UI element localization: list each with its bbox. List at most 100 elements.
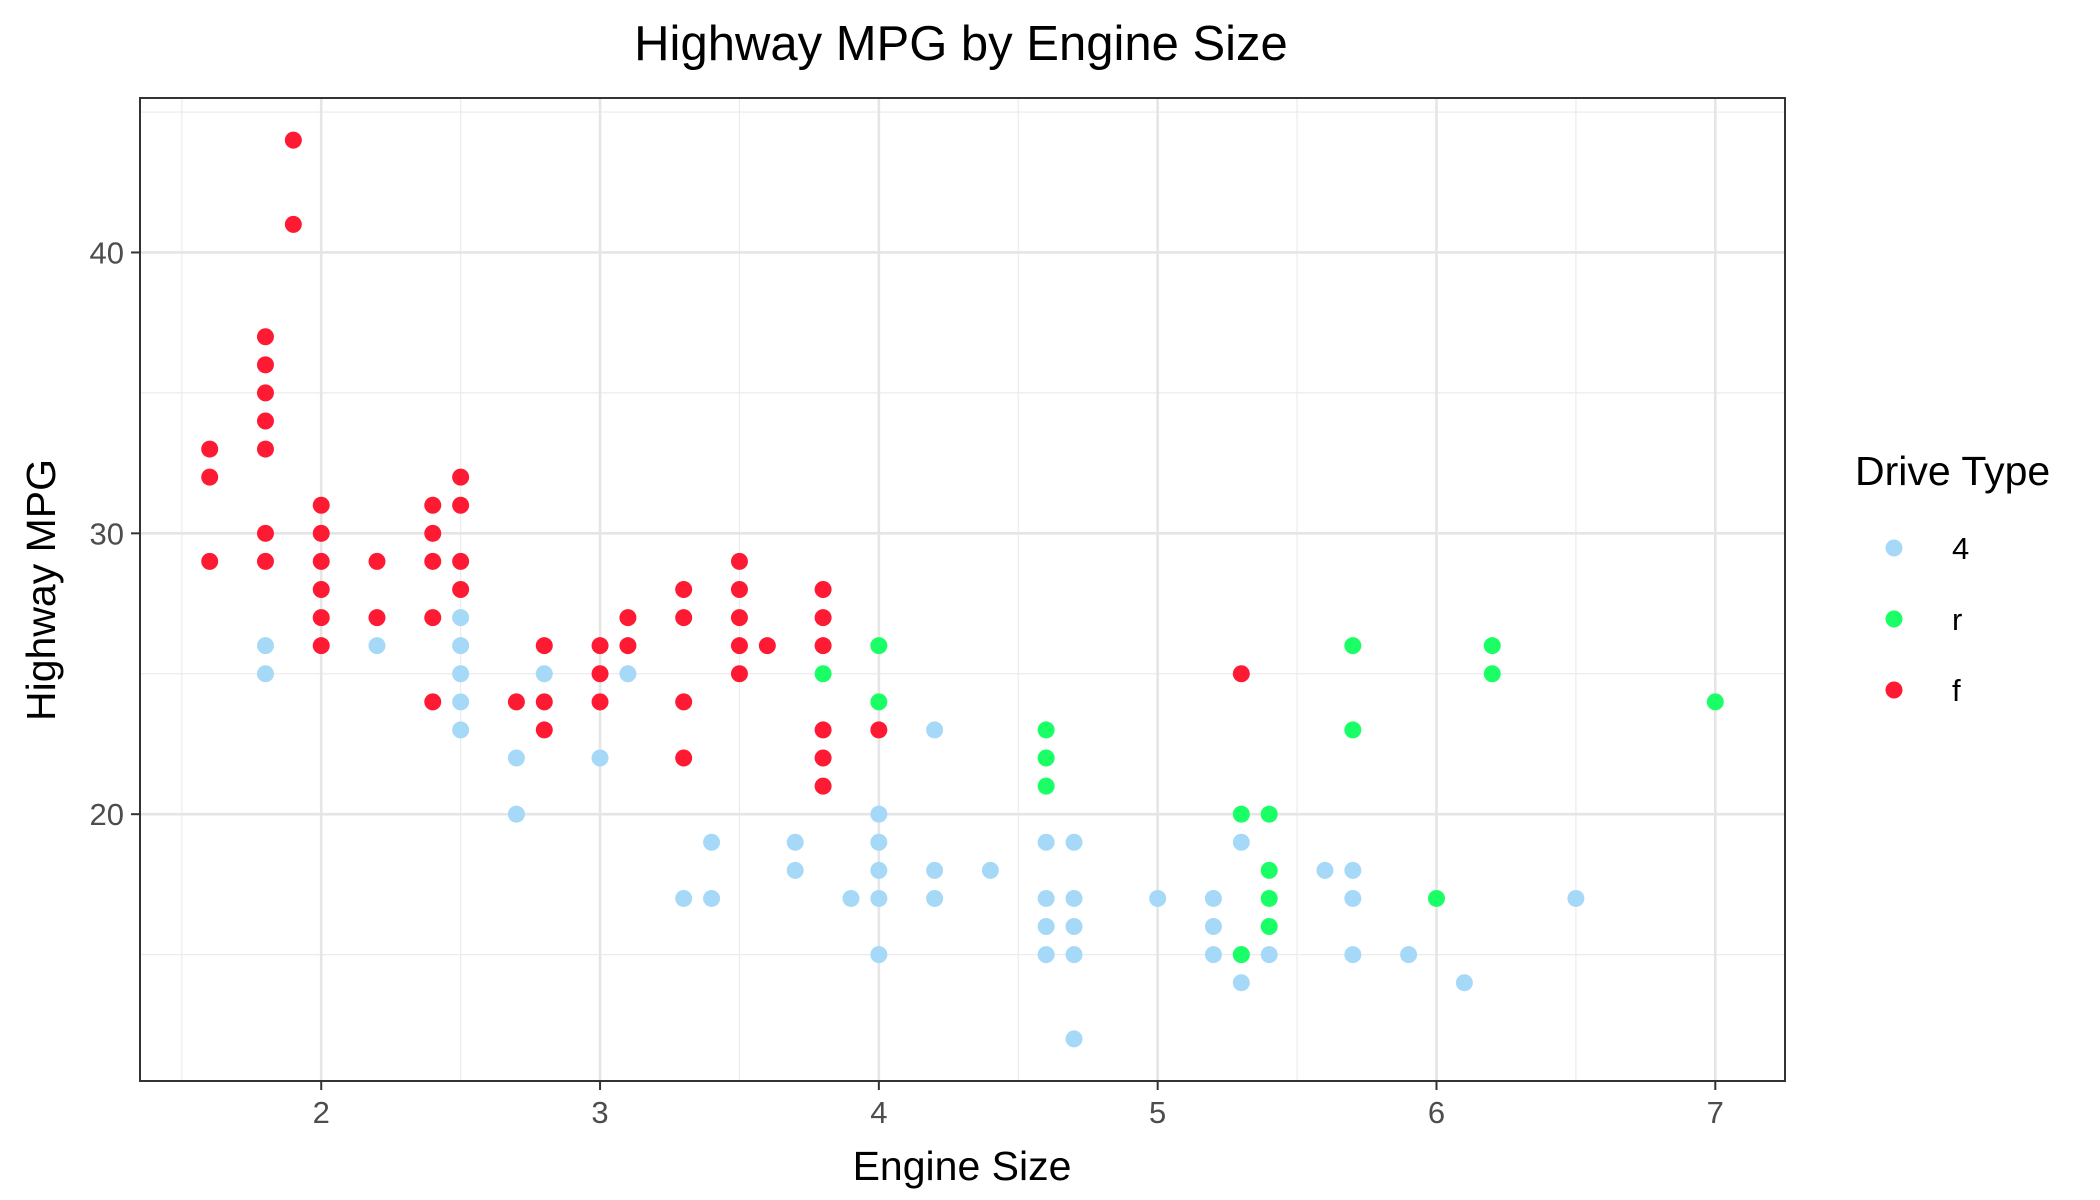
data-point-r (1483, 637, 1501, 655)
chart-title: Highway MPG by Engine Size (634, 17, 1288, 71)
x-tick-label: 6 (1428, 1095, 1445, 1130)
data-point-4 (1065, 1030, 1083, 1048)
data-point-4 (1344, 889, 1362, 907)
data-point-f (256, 412, 274, 430)
data-point-4 (1344, 861, 1362, 879)
data-point-r (1260, 805, 1278, 823)
data-point-f (256, 440, 274, 458)
x-tick-label: 5 (1149, 1095, 1166, 1130)
data-point-4 (870, 946, 888, 964)
data-point-4 (1344, 946, 1362, 964)
data-point-4 (926, 861, 944, 879)
x-tick-label: 7 (1707, 1095, 1724, 1130)
data-point-r (870, 637, 888, 655)
data-point-4 (452, 609, 470, 627)
data-point-f (256, 524, 274, 542)
data-point-f (312, 581, 330, 598)
plot-background (140, 98, 1785, 1081)
data-point-4 (256, 637, 274, 655)
data-point-f (675, 609, 693, 627)
data-point-f (870, 721, 888, 739)
data-point-r (1344, 721, 1362, 739)
data-point-f (591, 693, 609, 711)
data-point-f (730, 637, 748, 655)
data-point-4 (1455, 974, 1473, 992)
data-point-4 (1232, 833, 1250, 851)
data-point-f (619, 637, 637, 655)
data-point-4 (870, 861, 888, 879)
data-point-f (814, 581, 832, 598)
grid-lines (140, 98, 1785, 1081)
legend-key-4 (1885, 539, 1903, 557)
data-point-f (730, 581, 748, 598)
data-point-4 (1065, 946, 1083, 964)
data-point-f (312, 637, 330, 655)
data-point-4 (703, 833, 721, 851)
data-point-f (591, 637, 609, 655)
data-point-r (814, 665, 832, 683)
y-axis-title: Highway MPG (18, 459, 64, 721)
legend-label-f: f (1952, 673, 1961, 708)
data-point-f (201, 552, 219, 570)
data-point-4 (1204, 889, 1222, 907)
data-point-f (312, 609, 330, 627)
data-point-f (814, 721, 832, 739)
data-point-4 (368, 637, 386, 655)
data-point-r (1260, 918, 1278, 936)
data-point-f (814, 749, 832, 767)
axes: 2 3 4 5 6 7 20 30 40 (90, 235, 1724, 1130)
y-tick-label: 30 (90, 516, 124, 551)
data-point-4 (256, 665, 274, 683)
legend: Drive Type 4 r f (1855, 448, 2050, 708)
data-point-4 (1149, 889, 1167, 907)
data-point-f (256, 552, 274, 570)
data-point-4 (1204, 946, 1222, 964)
data-point-f (535, 637, 553, 655)
data-point-f (730, 665, 748, 683)
data-point-4 (1037, 833, 1055, 851)
data-point-f (424, 609, 442, 627)
plot-panel-border (139, 97, 1786, 1082)
data-point-f (730, 552, 748, 570)
data-point-f (814, 609, 832, 627)
data-point-f (535, 693, 553, 711)
data-point-r (1037, 721, 1055, 739)
data-point-4 (452, 637, 470, 655)
data-point-4 (619, 665, 637, 683)
data-point-f (730, 609, 748, 627)
data-point-4 (675, 889, 693, 907)
data-point-4 (1232, 974, 1250, 992)
data-point-r (1427, 889, 1445, 907)
data-point-4 (870, 805, 888, 823)
x-tick-label: 2 (313, 1095, 330, 1130)
data-point-4 (1567, 889, 1585, 907)
legend-key-f (1885, 681, 1903, 699)
data-point-f (675, 581, 693, 598)
data-point-f (368, 609, 386, 627)
data-point-4 (703, 889, 721, 907)
data-point-f (312, 524, 330, 542)
data-point-r (1037, 777, 1055, 795)
data-point-r (1037, 749, 1055, 767)
data-point-f (814, 637, 832, 655)
data-point-f (312, 496, 330, 514)
legend-label-r: r (1952, 602, 1962, 637)
data-point-4 (786, 833, 804, 851)
data-point-4 (452, 665, 470, 683)
data-point-4 (591, 749, 609, 767)
data-point-4 (1037, 946, 1055, 964)
data-point-4 (507, 805, 525, 823)
data-point-f (424, 524, 442, 542)
data-point-f (256, 328, 274, 346)
data-point-f (814, 777, 832, 795)
data-point-r (1706, 693, 1724, 711)
data-point-4 (452, 721, 470, 739)
data-point-r (1260, 889, 1278, 907)
data-point-f (424, 496, 442, 514)
data-points (201, 131, 1724, 1048)
data-point-4 (870, 889, 888, 907)
data-point-4 (535, 665, 553, 683)
data-point-r (1260, 861, 1278, 879)
data-point-4 (981, 861, 999, 879)
